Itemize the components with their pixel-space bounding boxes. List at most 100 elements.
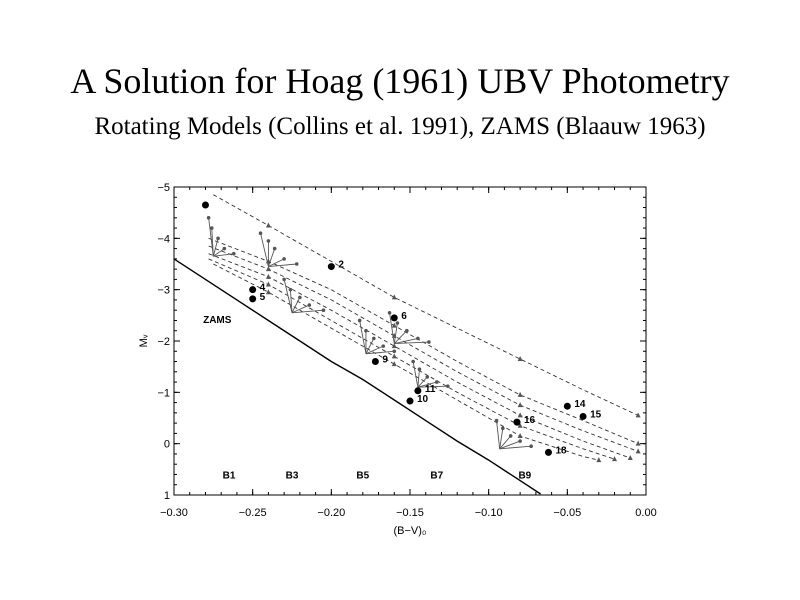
star-point xyxy=(327,263,335,271)
star-point xyxy=(579,412,587,420)
fan-tip xyxy=(282,257,286,261)
dashed-track xyxy=(208,237,639,445)
track-marker xyxy=(612,456,618,462)
track-marker xyxy=(391,361,397,367)
track-marker xyxy=(265,222,271,228)
spectral-type-label: B1 xyxy=(223,470,236,481)
fan-tip xyxy=(372,336,376,341)
fan-line xyxy=(389,312,395,344)
star-point xyxy=(563,402,571,410)
fan-line xyxy=(213,253,234,257)
fan-line xyxy=(394,341,429,345)
track-marker xyxy=(635,412,641,418)
track-marker xyxy=(517,391,523,397)
fan-tip xyxy=(395,321,400,325)
spectral-type-label: B7 xyxy=(430,470,443,481)
fan-line xyxy=(499,445,532,450)
x-tick-label: −0.05 xyxy=(553,507,581,519)
slide-title: A Solution for Hoag (1961) UBV Photometr… xyxy=(70,61,730,101)
fan-tip xyxy=(494,418,499,423)
track-marker xyxy=(635,440,641,446)
fan-line xyxy=(291,309,324,314)
fan-tip xyxy=(321,308,326,313)
zams-label: ZAMS xyxy=(203,315,232,326)
fan-tip xyxy=(272,246,277,251)
track-marker xyxy=(517,432,523,438)
fan-line xyxy=(417,376,428,388)
star-label: 14 xyxy=(574,399,586,410)
fan-line xyxy=(291,297,301,313)
track-marker xyxy=(265,281,271,287)
fan-tip xyxy=(307,303,312,307)
fan-tip xyxy=(434,380,439,384)
fan-line xyxy=(213,248,225,257)
fan-line xyxy=(212,238,219,257)
star-point xyxy=(249,286,257,294)
fan-tip xyxy=(209,226,214,230)
fan-tip xyxy=(381,344,386,348)
x-tick-label: −0.30 xyxy=(160,507,188,519)
fan-tip xyxy=(411,359,415,364)
fan-line xyxy=(393,330,408,344)
fan-tip xyxy=(364,328,368,333)
plot-frame xyxy=(173,186,647,496)
star-label: 9 xyxy=(382,355,388,366)
star-label: 6 xyxy=(401,311,407,322)
track-marker xyxy=(265,289,271,295)
fan-tip xyxy=(501,426,505,431)
y-tick-label: 1 xyxy=(164,490,170,502)
fan-tip xyxy=(508,434,513,438)
slide-subtitle: Rotating Models (Collins et al. 1991), Z… xyxy=(94,113,706,140)
fan-line xyxy=(365,350,395,355)
fan-tip xyxy=(392,349,397,354)
star-label: 5 xyxy=(260,292,266,303)
fan-line xyxy=(291,304,310,314)
fan-tip xyxy=(387,310,392,315)
y-tick-label: −4 xyxy=(157,233,170,245)
star-point xyxy=(249,295,257,303)
track-marker xyxy=(596,457,602,463)
fan-line xyxy=(283,279,293,313)
fan-line xyxy=(496,420,501,449)
fan-tip xyxy=(258,231,263,235)
fan-tip xyxy=(445,384,450,388)
x-axis-label: (B−V)₀ xyxy=(394,525,427,537)
dashed-track xyxy=(213,194,639,416)
fan-tip xyxy=(529,444,533,449)
chart-labels: −0.30 −0.25 −0.20 −0.15 −0.10 −0.05 0.00 −5 −4 −3… xyxy=(138,182,657,537)
fan-tip xyxy=(282,277,286,282)
fan-tip xyxy=(294,262,299,266)
fan-line xyxy=(268,263,297,268)
fan-tip xyxy=(206,216,211,220)
y-axis-label: Mᵥ xyxy=(138,334,150,347)
star-point xyxy=(390,314,398,322)
fan-line xyxy=(393,322,398,344)
spectral-type-label: B3 xyxy=(286,470,299,481)
fan-tip xyxy=(417,367,422,372)
fan-tip xyxy=(222,246,227,251)
star-point xyxy=(544,448,552,456)
fan-line xyxy=(499,428,504,449)
star-points xyxy=(201,201,587,456)
fan-line xyxy=(394,337,418,345)
track-marker xyxy=(391,294,397,300)
star-label: 16 xyxy=(524,415,536,426)
track-marker xyxy=(265,266,271,272)
fan-tip xyxy=(425,375,430,379)
x-tick-label: −0.15 xyxy=(396,507,424,519)
dashed-track xyxy=(208,258,615,460)
fan-tip xyxy=(231,251,236,256)
fan-line xyxy=(268,258,285,267)
star-label: 2 xyxy=(338,260,344,271)
y-tick-label: −5 xyxy=(157,182,170,194)
track-marker xyxy=(265,273,271,279)
fan-line xyxy=(211,228,214,257)
fan-tip xyxy=(518,439,522,443)
fan-line xyxy=(365,345,384,355)
track-marker xyxy=(517,412,523,418)
star-label: 18 xyxy=(555,445,567,456)
zams-curve xyxy=(173,258,541,495)
y-tick-label: −2 xyxy=(157,336,170,348)
star-point xyxy=(371,358,379,366)
